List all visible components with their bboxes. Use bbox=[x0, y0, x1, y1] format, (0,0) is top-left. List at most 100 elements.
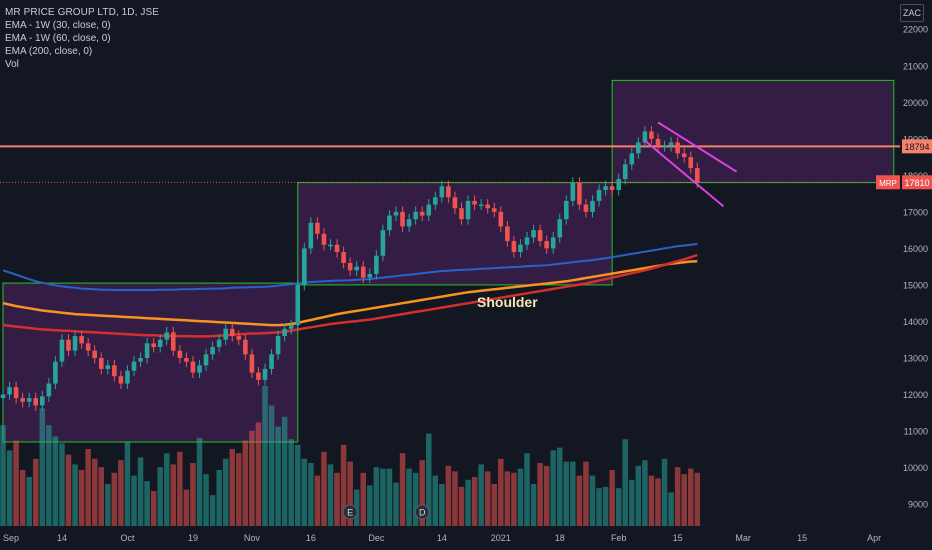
ema-200-legend: EMA (200, close, 0) bbox=[5, 46, 93, 57]
candle-body bbox=[308, 222, 314, 249]
candle-body bbox=[13, 387, 19, 399]
candle-body bbox=[223, 328, 228, 340]
candle-body bbox=[33, 398, 39, 406]
candle-body bbox=[328, 244, 333, 247]
price-tick-label: 15000 bbox=[903, 280, 928, 290]
candle-body bbox=[125, 370, 130, 384]
candle-body bbox=[433, 197, 438, 205]
volume-bar bbox=[78, 470, 85, 526]
candle-body bbox=[465, 200, 471, 220]
volume-bar bbox=[367, 485, 373, 526]
candle-body bbox=[577, 182, 582, 205]
volume-bar bbox=[98, 467, 105, 526]
candle-body bbox=[269, 354, 274, 369]
time-tick-label: Apr bbox=[867, 533, 881, 543]
volume-bar bbox=[347, 461, 353, 526]
candle-body bbox=[695, 168, 700, 183]
volume-bar bbox=[583, 461, 589, 526]
time-tick-label: 14 bbox=[57, 533, 67, 543]
channel-upper-line bbox=[657, 121, 738, 173]
price-tick-label: 14000 bbox=[903, 317, 928, 327]
volume-bar bbox=[72, 464, 78, 526]
candle-body bbox=[79, 336, 84, 344]
candle-body bbox=[662, 146, 667, 148]
volume-bar bbox=[629, 479, 635, 526]
candle-body bbox=[118, 376, 124, 384]
volume-bar bbox=[465, 479, 471, 526]
candle-body bbox=[649, 131, 654, 139]
channel-lower-line bbox=[644, 139, 725, 208]
volume-legend: Vol bbox=[5, 59, 19, 70]
chart-legend: MR PRICE GROUP LTD, 1D, JSE EMA - 1W (30… bbox=[5, 6, 159, 71]
candle-body bbox=[184, 357, 189, 362]
candle-body bbox=[275, 336, 281, 355]
volume-bar bbox=[242, 440, 249, 526]
event-marker-label: D bbox=[419, 508, 426, 518]
volume-bar bbox=[170, 464, 177, 526]
volume-bar bbox=[524, 453, 530, 526]
candle-body bbox=[636, 142, 641, 154]
volume-bar bbox=[222, 458, 229, 526]
volume-bar bbox=[399, 453, 406, 526]
volume-bar bbox=[471, 477, 478, 526]
volume-bar bbox=[163, 453, 170, 526]
price-axis bbox=[900, 0, 932, 550]
volume-bar bbox=[596, 488, 602, 526]
time-tick-label: 2021 bbox=[491, 533, 511, 543]
volume-bar bbox=[425, 433, 432, 526]
volume-bar bbox=[491, 484, 498, 526]
price-tick-label: 22000 bbox=[903, 25, 928, 35]
candle-body bbox=[262, 368, 268, 380]
candle-body bbox=[655, 138, 661, 147]
volume-bar bbox=[301, 458, 308, 526]
volume-bar bbox=[412, 472, 419, 526]
candle-body bbox=[459, 208, 464, 220]
volume-bar bbox=[196, 437, 203, 526]
volume-bar bbox=[327, 464, 334, 526]
volume-bar bbox=[674, 467, 681, 526]
time-tick-label: Oct bbox=[120, 533, 135, 543]
candle-body bbox=[341, 252, 346, 263]
volume-bar bbox=[353, 489, 360, 526]
volume-bar bbox=[380, 468, 386, 526]
volume-bar bbox=[65, 454, 72, 526]
candle-body bbox=[288, 325, 294, 329]
symbol-title: MR PRICE GROUP LTD, 1D, JSE bbox=[5, 7, 160, 18]
time-tick-label: Sep bbox=[3, 533, 19, 543]
candle-body bbox=[203, 354, 209, 366]
candle-body bbox=[380, 230, 386, 256]
volume-bar bbox=[281, 416, 288, 526]
candle-body bbox=[321, 233, 327, 245]
volume-bar bbox=[439, 484, 445, 526]
candle-body bbox=[668, 142, 674, 147]
volume-bar bbox=[550, 450, 556, 526]
volume-bar bbox=[406, 468, 412, 526]
candle-body bbox=[478, 204, 484, 207]
volume-bar bbox=[419, 460, 425, 526]
candle-body bbox=[112, 365, 117, 377]
volume-bar bbox=[262, 386, 268, 526]
candle-body bbox=[354, 266, 359, 271]
candle-body bbox=[229, 328, 235, 337]
candle-body bbox=[46, 383, 52, 397]
volume-bar bbox=[308, 463, 314, 526]
volume-bar bbox=[118, 460, 124, 526]
ema-30w-legend: EMA - 1W (30, close, 0) bbox=[5, 20, 111, 31]
candle-body bbox=[537, 230, 543, 242]
candle-body bbox=[197, 365, 202, 373]
symbol-price-tag bbox=[876, 175, 900, 190]
candle-body bbox=[249, 354, 255, 373]
currency-badge[interactable]: ZAC bbox=[900, 4, 924, 22]
volume-bar bbox=[511, 472, 517, 526]
candle-body bbox=[144, 343, 150, 358]
candle-body bbox=[177, 350, 183, 358]
candle-body bbox=[426, 204, 432, 216]
volume-bar bbox=[681, 474, 687, 526]
volume-bar bbox=[373, 467, 380, 526]
volume-bar bbox=[445, 465, 452, 526]
candle-body bbox=[334, 244, 340, 253]
volume-bar bbox=[642, 460, 648, 526]
candle-body bbox=[92, 350, 97, 358]
candle-body bbox=[210, 347, 215, 355]
